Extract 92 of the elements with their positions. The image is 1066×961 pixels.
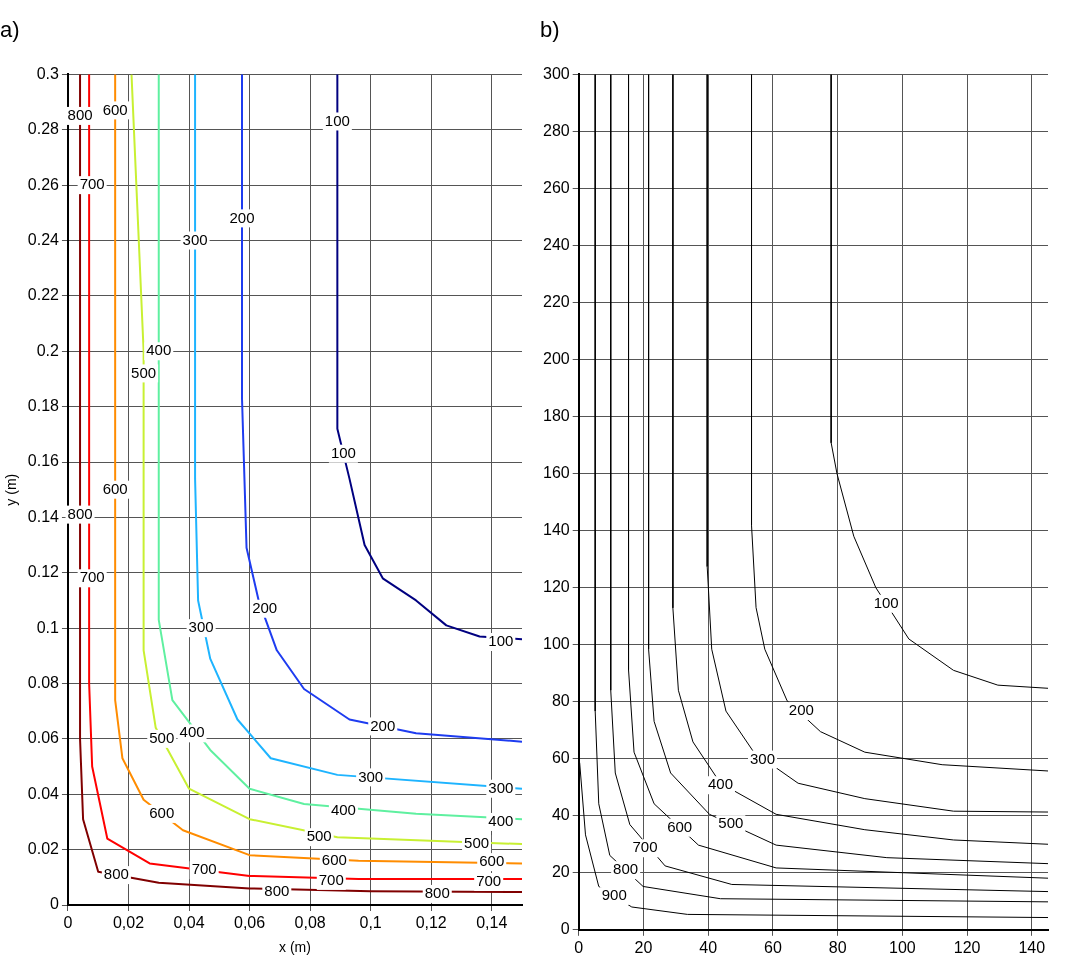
y-tick-label: 0.04 xyxy=(27,784,60,802)
y-tick-label: 0.02 xyxy=(27,840,60,858)
y-tick-label: 0.16 xyxy=(27,452,60,470)
annotation: 500 xyxy=(149,729,175,747)
annotation: 400 xyxy=(330,801,356,819)
annotation: 800 xyxy=(103,865,129,883)
y-tick-label: 120 xyxy=(542,578,570,596)
x-tick-label: 100 xyxy=(889,938,916,956)
y-tick-label: 140 xyxy=(542,521,570,539)
x-tick-label: 140 xyxy=(1018,938,1046,956)
y-tick-label: 100 xyxy=(542,635,570,653)
annotation: 300 xyxy=(358,767,384,785)
annotation: 600 xyxy=(667,817,693,835)
x-tick-label: 0,12 xyxy=(415,914,447,932)
annotation: 800 xyxy=(67,106,93,124)
y-tick-label: 260 xyxy=(542,178,570,196)
y-tick-label: 60 xyxy=(551,749,570,767)
annotation: 300 xyxy=(182,230,208,248)
y-tick-label: 280 xyxy=(542,121,570,139)
y-tick-label: 0 xyxy=(50,895,60,913)
annotation: 100 xyxy=(488,632,514,650)
annotation: 700 xyxy=(79,568,105,586)
x-tick-label: 20 xyxy=(634,938,653,956)
annotation: 700 xyxy=(191,860,217,878)
y-tick-label: 0.22 xyxy=(27,286,60,304)
y-tick-label: 20 xyxy=(551,863,570,881)
y-tick-label: 220 xyxy=(542,292,570,310)
annotation: 900 xyxy=(601,886,627,904)
x-tick-label: 0,1 xyxy=(359,914,382,932)
x-tick-label: 120 xyxy=(953,938,981,956)
y-tick-label: 0.06 xyxy=(27,729,60,747)
y-tick-label: 160 xyxy=(542,463,570,481)
y-tick-label: 0.18 xyxy=(27,397,60,415)
x-tick-label: 60 xyxy=(763,938,782,956)
annotation: 800 xyxy=(613,860,639,878)
annotation: 100 xyxy=(324,111,350,129)
y-tick-label: 0.28 xyxy=(27,120,60,138)
annotation: 400 xyxy=(179,723,205,741)
y-tick-label: 0.12 xyxy=(27,563,60,581)
y-tick-label: 0.08 xyxy=(27,673,60,691)
annotation: 400 xyxy=(146,341,172,359)
annotation: 800 xyxy=(67,504,93,522)
annotation: 700 xyxy=(79,175,105,193)
annotation: 800 xyxy=(264,882,290,900)
y-tick-label: 0.26 xyxy=(27,175,60,193)
annotation: 200 xyxy=(370,716,396,734)
y-tick-label: 0.1 xyxy=(36,618,60,636)
y-tick-label: 80 xyxy=(551,692,570,710)
y-tick-label: 40 xyxy=(551,806,570,824)
annotation: 300 xyxy=(188,618,214,636)
annotation: 700 xyxy=(632,838,658,856)
chart-title: b) xyxy=(540,17,560,43)
x-tick-label: 0 xyxy=(574,938,584,956)
annotation: 600 xyxy=(149,804,175,822)
annotation: 500 xyxy=(306,827,332,845)
y-tick-label: 0.3 xyxy=(36,64,60,82)
annotation: 800 xyxy=(424,884,450,902)
x-tick-label: 80 xyxy=(828,938,847,956)
annotation: 300 xyxy=(488,778,514,796)
x-tick-label: 0,02 xyxy=(112,914,145,932)
y-tick-label: 180 xyxy=(542,406,570,424)
x-axis-title: x (m) xyxy=(279,939,311,956)
annotation: 400 xyxy=(488,812,514,830)
y-tick-label: 0.2 xyxy=(36,341,60,359)
y-tick-label: 240 xyxy=(542,235,570,253)
y-axis-title: y (m) xyxy=(3,473,20,506)
x-tick-label: 0,14 xyxy=(476,914,508,932)
y-tick-label: 0.14 xyxy=(27,507,60,525)
y-tick-label: 200 xyxy=(542,349,570,367)
y-tick-label: 0.24 xyxy=(27,230,60,248)
annotation: 500 xyxy=(464,834,490,852)
annotation: 600 xyxy=(102,100,128,118)
annotation: 500 xyxy=(718,814,744,832)
x-tick-label: 0 xyxy=(63,914,73,932)
x-tick-label: 0,08 xyxy=(294,914,326,932)
annotation: 200 xyxy=(252,598,278,616)
y-tick-label: 300 xyxy=(542,64,570,82)
annotation: 100 xyxy=(873,593,899,611)
annotation: 300 xyxy=(750,749,776,767)
annotation: 100 xyxy=(330,443,356,461)
annotation: 200 xyxy=(788,701,814,719)
annotation: 500 xyxy=(131,363,157,381)
x-tick-label: 0,06 xyxy=(233,914,266,932)
annotation: 600 xyxy=(102,479,128,497)
annotation: 700 xyxy=(476,872,502,890)
chart-title: a) xyxy=(0,17,20,43)
annotation: 700 xyxy=(318,871,344,889)
annotation: 600 xyxy=(321,850,347,868)
annotation: 600 xyxy=(479,852,505,870)
x-tick-label: 40 xyxy=(699,938,718,956)
annotation: 200 xyxy=(229,208,255,226)
x-tick-label: 0,04 xyxy=(173,914,205,932)
